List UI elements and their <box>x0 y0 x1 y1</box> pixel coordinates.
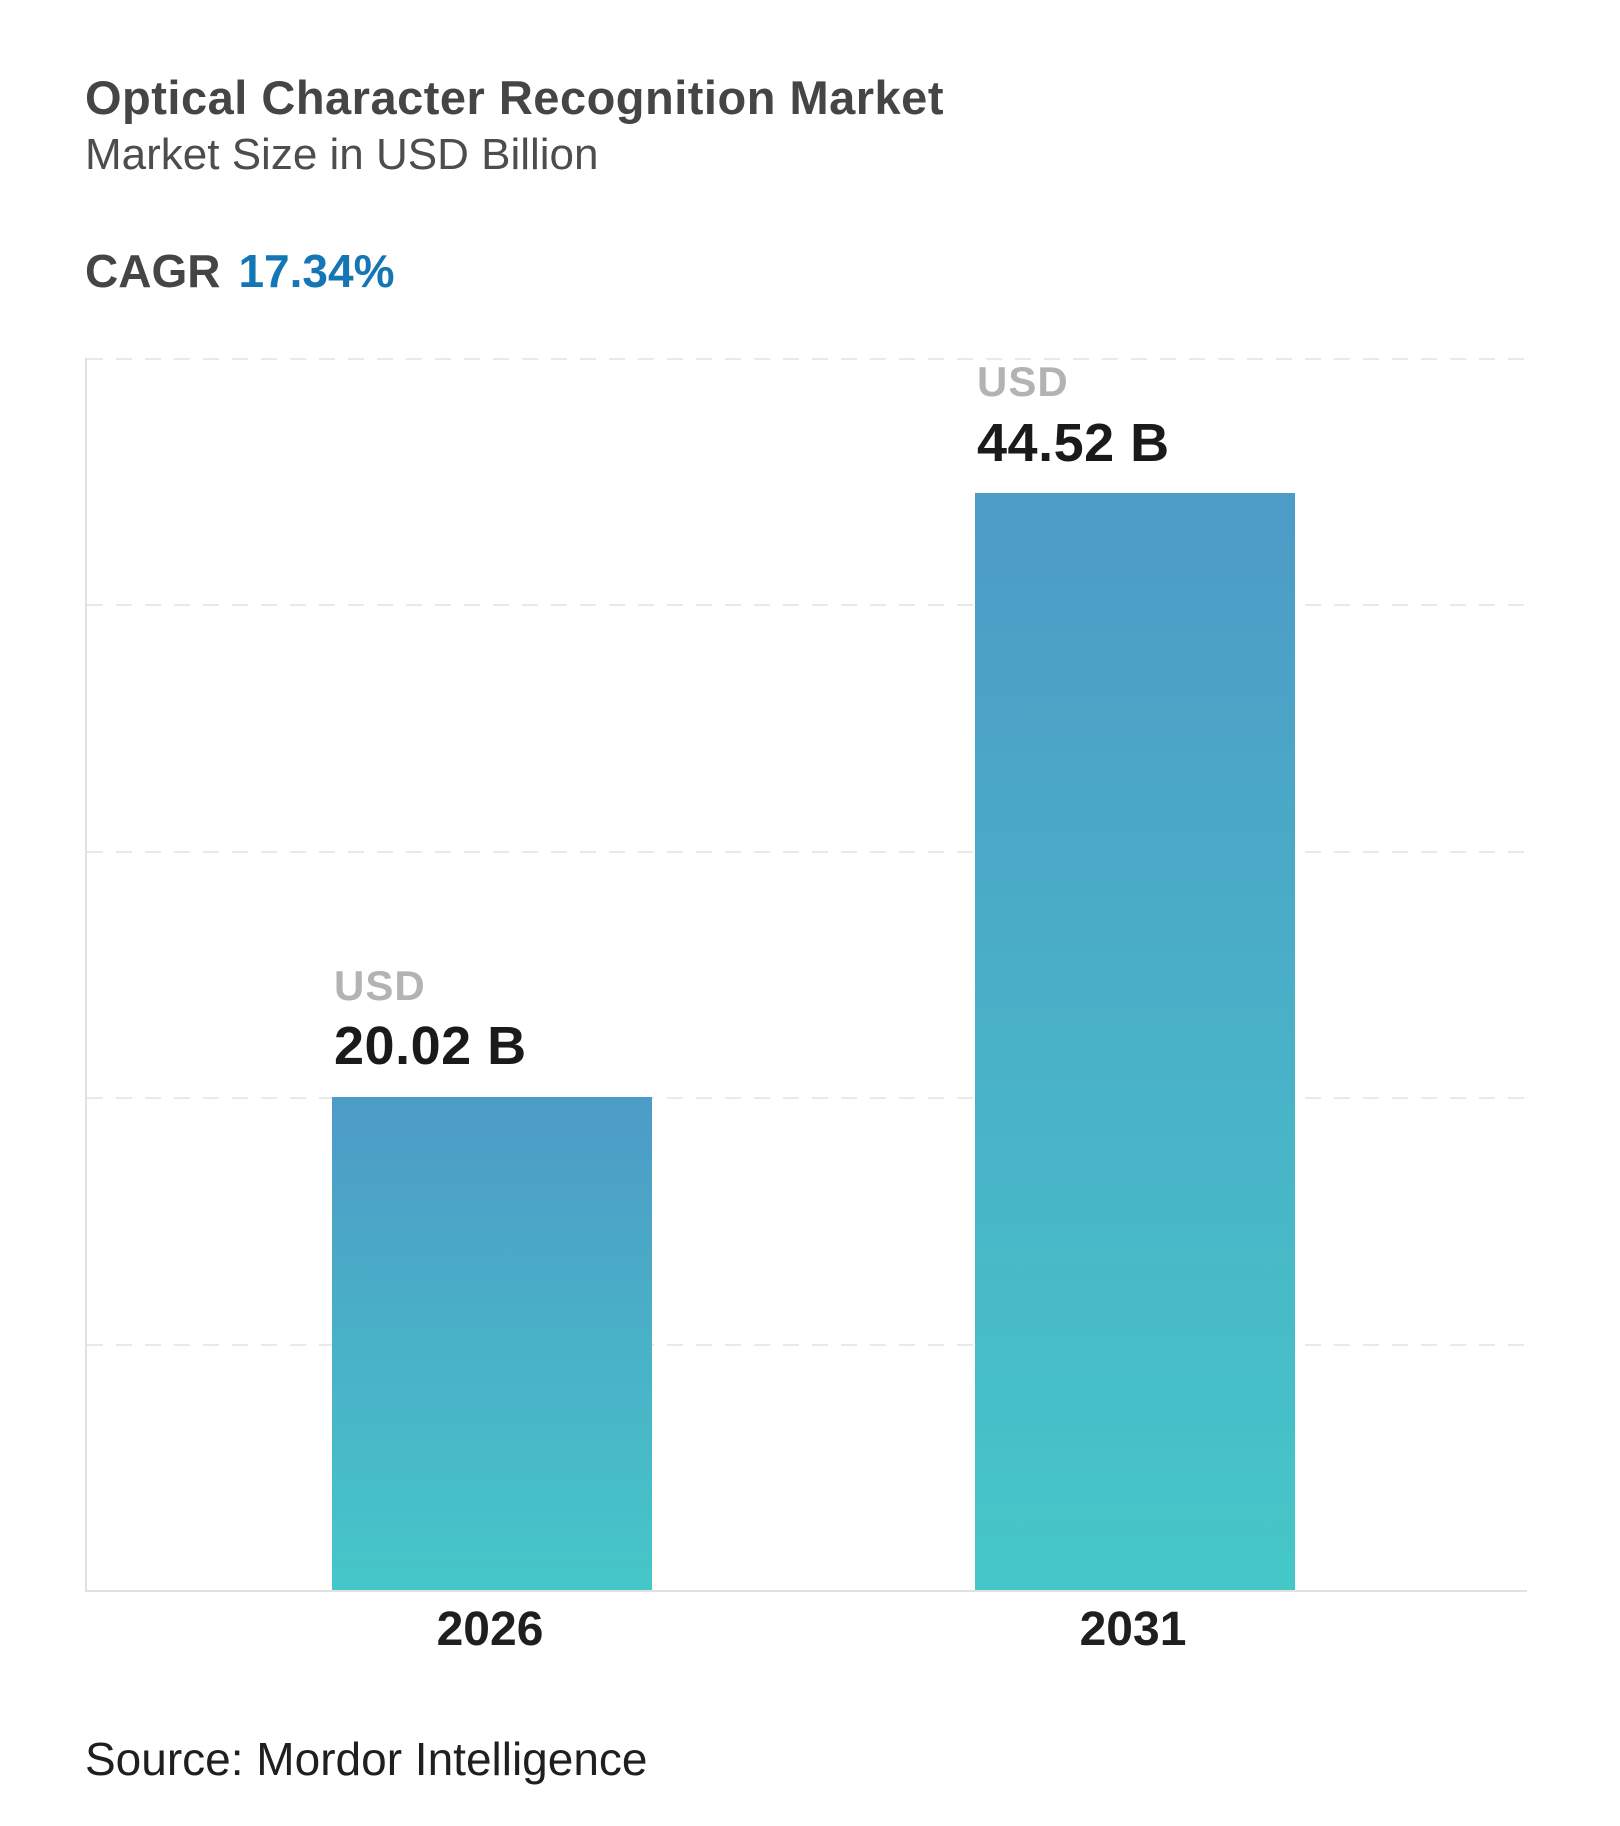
bar-2026 <box>332 1096 652 1590</box>
chart-subtitle: Market Size in USD Billion <box>85 130 599 179</box>
x-axis-label-2026: 2026 <box>436 1603 544 1656</box>
bar-chart-plot-area: USD 20.02 B USD 44.52 B <box>85 358 1527 1592</box>
bar-2031-label: USD 44.52 B <box>977 359 1170 473</box>
gridline-top <box>87 358 1527 360</box>
cagr-line: CAGR 17.34% <box>85 244 394 298</box>
gridline-30b <box>87 850 1527 853</box>
cagr-value: 17.34% <box>238 245 395 297</box>
x-axis: 2026 2031 <box>85 1602 1527 1662</box>
gridline-10b <box>87 1343 1527 1346</box>
gridline-20b <box>87 1097 1527 1100</box>
cagr-label: CAGR <box>85 245 221 297</box>
bar-2026-value-label: 20.02 B <box>334 1016 527 1077</box>
page-title: Optical Character Recognition Market <box>85 71 944 124</box>
bar-2031-value-label: 44.52 B <box>977 412 1170 473</box>
source-attribution: Source: Mordor Intelligence <box>85 1733 648 1785</box>
bar-2026-currency-label: USD <box>334 962 426 1010</box>
bar-group-2026: USD 20.02 B <box>332 962 652 1590</box>
bar-2031-currency-label: USD <box>977 358 1069 406</box>
bar-group-2031: USD 44.52 B <box>975 359 1295 1590</box>
gridline-40b <box>87 604 1527 607</box>
x-axis-label-2031: 2031 <box>1079 1603 1187 1656</box>
bar-2031 <box>975 493 1295 1590</box>
bar-2026-label: USD 20.02 B <box>334 962 527 1077</box>
